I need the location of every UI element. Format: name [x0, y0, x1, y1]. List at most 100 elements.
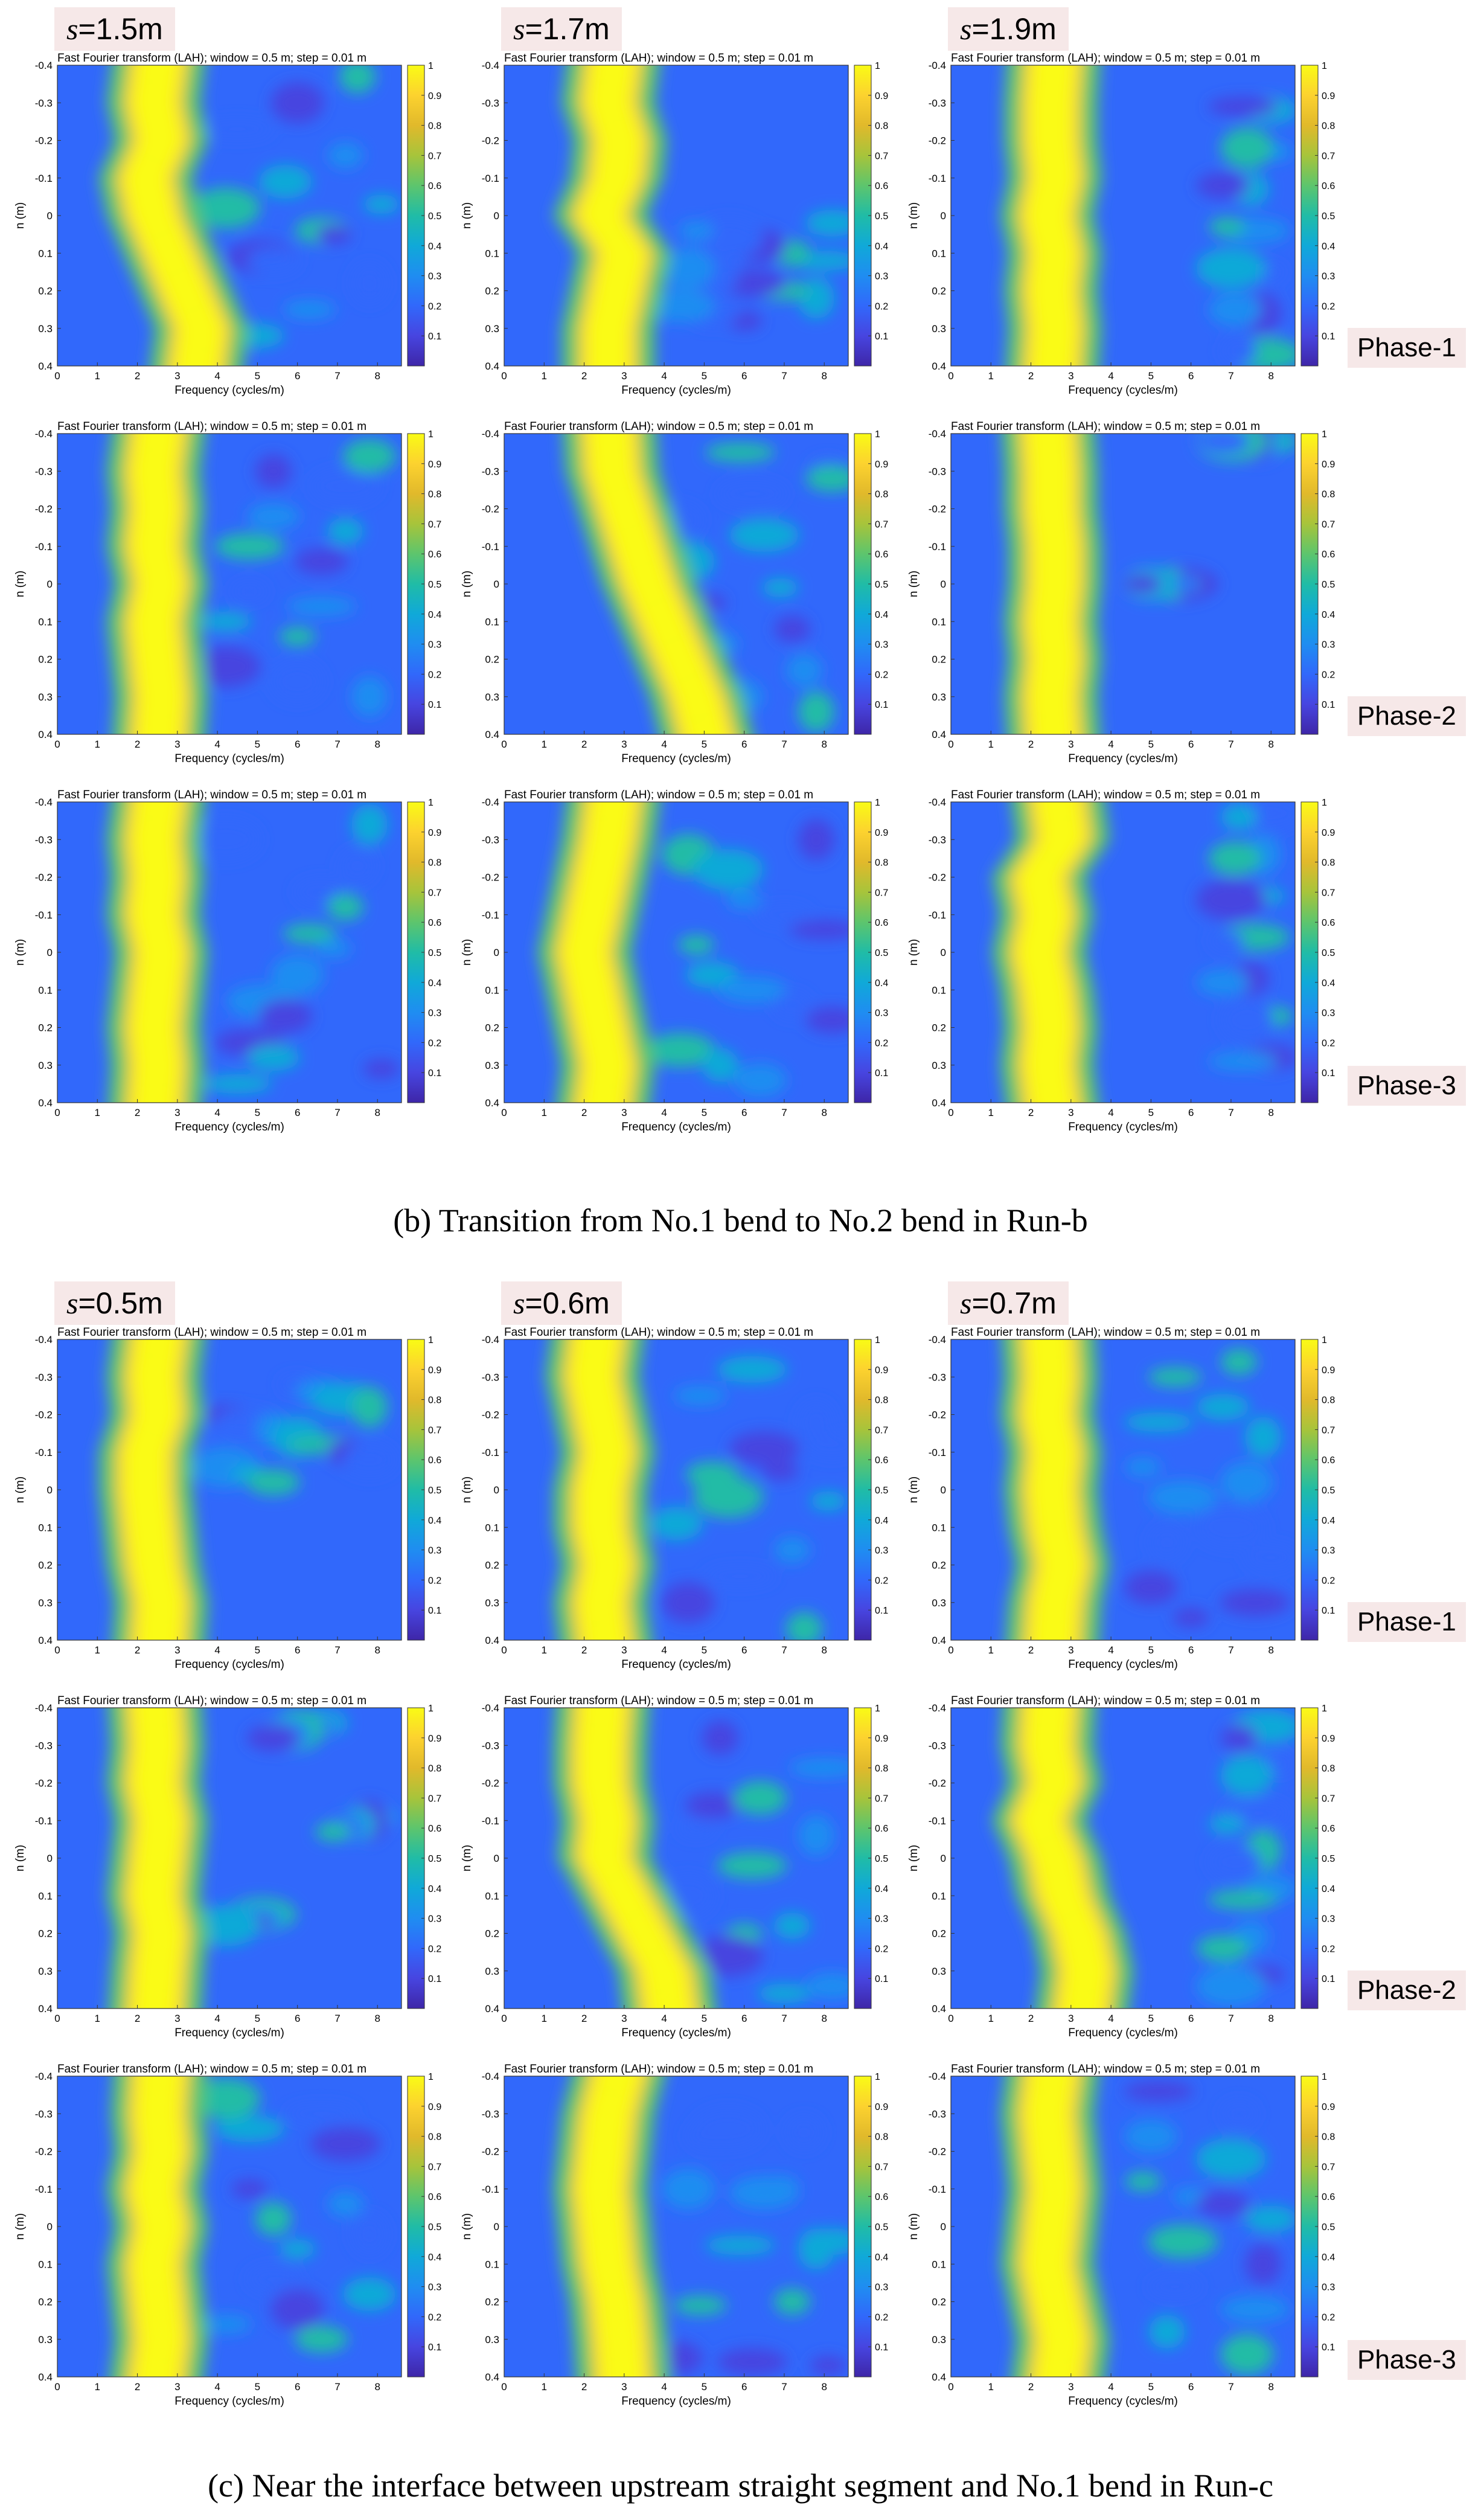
colorbar-tick-label: 1 [428, 1335, 433, 1345]
y-tick-label: 0.4 [485, 2003, 499, 2015]
dominant-frequency-point [610, 2076, 638, 2089]
x-tick-label: 7 [781, 2381, 787, 2393]
energy-patch [1208, 292, 1262, 327]
colorbar-tick-label: 0.9 [875, 91, 888, 101]
y-tick-label: 0.1 [485, 1890, 499, 1902]
x-tick-label: 3 [621, 370, 627, 382]
x-tick-label: 8 [821, 1107, 827, 1118]
x-tick-label: 8 [821, 1644, 827, 1656]
x-axis-label: Frequency (cycles/m) [621, 2395, 731, 2408]
x-tick-label: 7 [334, 1107, 340, 1118]
energy-patch [1209, 1814, 1246, 1834]
energy-patch [1209, 217, 1246, 237]
colorbar-tick-label: 0.5 [875, 580, 888, 590]
dominant-frequency-point [571, 939, 598, 966]
y-axis-label: n (m) [461, 202, 473, 229]
energy-patch [1220, 1461, 1274, 1503]
energy-patch [286, 2104, 357, 2124]
colorbar-tick-label: 0.4 [428, 1884, 441, 1894]
dominant-frequency-point [140, 2251, 167, 2278]
colorbar-tick-label: 0.5 [428, 580, 441, 590]
dominant-frequency-point [144, 1051, 171, 1079]
colorbar-tick-label: 1 [875, 1335, 880, 1345]
dominant-frequency-point [148, 1339, 175, 1353]
colorbar-tick-label: 0.6 [875, 181, 888, 191]
energy-patch [1124, 1412, 1194, 1432]
dominant-frequency-point [578, 1364, 606, 1391]
panel-title: Fast Fourier transform (LAH); window = 0… [57, 1694, 366, 1707]
colorbar-tick-label: 0.5 [875, 2222, 888, 2233]
x-tick-label: 0 [54, 2013, 60, 2024]
y-tick-label: -0.1 [929, 173, 946, 184]
x-tick-label: 4 [214, 739, 220, 750]
x-tick-label: 8 [374, 739, 380, 750]
colorbar-tick-label: 0.9 [428, 1365, 441, 1376]
y-tick-label: -0.1 [929, 1447, 946, 1458]
dominant-frequency-point [1041, 1845, 1069, 1871]
y-tick-label: 0.4 [932, 361, 946, 372]
x-tick-label: 5 [255, 739, 260, 750]
colorbar-tick-label: 0.1 [875, 1068, 888, 1079]
colorbar-tick-label: 0.2 [428, 1576, 441, 1586]
colorbar-tick-label: 0.8 [428, 1764, 441, 1774]
y-tick-label: -0.3 [929, 466, 946, 477]
y-axis-label: n (m) [907, 2213, 920, 2240]
dominant-frequency-point [1037, 1364, 1064, 1391]
panel-title: Fast Fourier transform (LAH); window = 0… [951, 1326, 1260, 1339]
energy-patch [757, 1984, 811, 2004]
panel-title: Fast Fourier transform (LAH); window = 0… [57, 2063, 366, 2076]
dominant-frequency-point [607, 127, 634, 154]
y-tick-label: 0.2 [38, 1022, 53, 1034]
y-tick-label: 0.4 [38, 361, 53, 372]
dominant-frequency-point [1025, 864, 1052, 891]
y-tick-label: 0.3 [932, 2334, 946, 2345]
y-tick-label: 0.4 [485, 729, 499, 740]
colorbar-tick-label: 0.2 [1322, 670, 1335, 680]
colorbar-tick-label: 0.7 [428, 1794, 441, 1804]
dominant-frequency-point [603, 164, 630, 191]
energy-patch [734, 1781, 787, 1815]
y-axis-label: n (m) [461, 939, 473, 966]
energy-patch [717, 1852, 787, 1879]
colorbar-tick-label: 0.9 [875, 1365, 888, 1376]
dominant-frequency-point [132, 164, 159, 191]
x-tick-label: 0 [501, 739, 507, 750]
dominant-frequency-point [651, 608, 678, 635]
energy-patch [1220, 1755, 1274, 1797]
s-label-b-col3: s=1.9m [948, 7, 1069, 51]
dominant-frequency-point [1049, 2326, 1076, 2353]
x-tick-label: 4 [1108, 370, 1113, 382]
dominant-frequency-point [587, 1089, 614, 1103]
y-tick-label: -0.2 [35, 1778, 53, 1789]
energy-patch [351, 676, 388, 717]
y-tick-label: -0.2 [35, 2146, 53, 2158]
dominant-frequency-point [140, 1551, 167, 1579]
colorbar-tick-label: 0.9 [428, 1734, 441, 1744]
colorbar-tick-label: 0.6 [875, 1824, 888, 1834]
dominant-frequency-point [1041, 2175, 1069, 2202]
heatmap-panel: Fast Fourier transform (LAH); window = 0… [907, 52, 1335, 397]
x-tick-label: 8 [821, 2013, 827, 2024]
x-tick-label: 6 [1188, 1644, 1194, 1656]
energy-patch [199, 612, 252, 632]
energy-patch [1148, 1480, 1218, 1515]
colorbar-tick-label: 0.4 [428, 610, 441, 620]
energy-patch [1196, 1394, 1250, 1421]
colorbar-tick-label: 0.9 [875, 460, 888, 470]
colorbar-tick-label: 0.2 [1322, 1944, 1335, 1954]
x-tick-label: 0 [948, 2381, 953, 2393]
colorbar-tick-label: 0.2 [428, 2312, 441, 2323]
energy-patch [678, 935, 715, 955]
y-tick-label: 0 [494, 2221, 499, 2233]
dominant-frequency-point [148, 2076, 175, 2089]
dominant-frequency-point [595, 1051, 622, 1079]
x-tick-label: 0 [54, 370, 60, 382]
colorbar-tick-label: 0.6 [1322, 1824, 1335, 1834]
x-tick-label: 8 [374, 1107, 380, 1118]
colorbar-tick-label: 0.1 [1322, 1068, 1335, 1079]
y-tick-label: -0.1 [35, 173, 53, 184]
energy-patch [1195, 248, 1266, 289]
colorbar-tick-label: 0.9 [428, 460, 441, 470]
x-tick-label: 0 [948, 739, 953, 750]
y-tick-label: 0.2 [485, 1928, 499, 1940]
